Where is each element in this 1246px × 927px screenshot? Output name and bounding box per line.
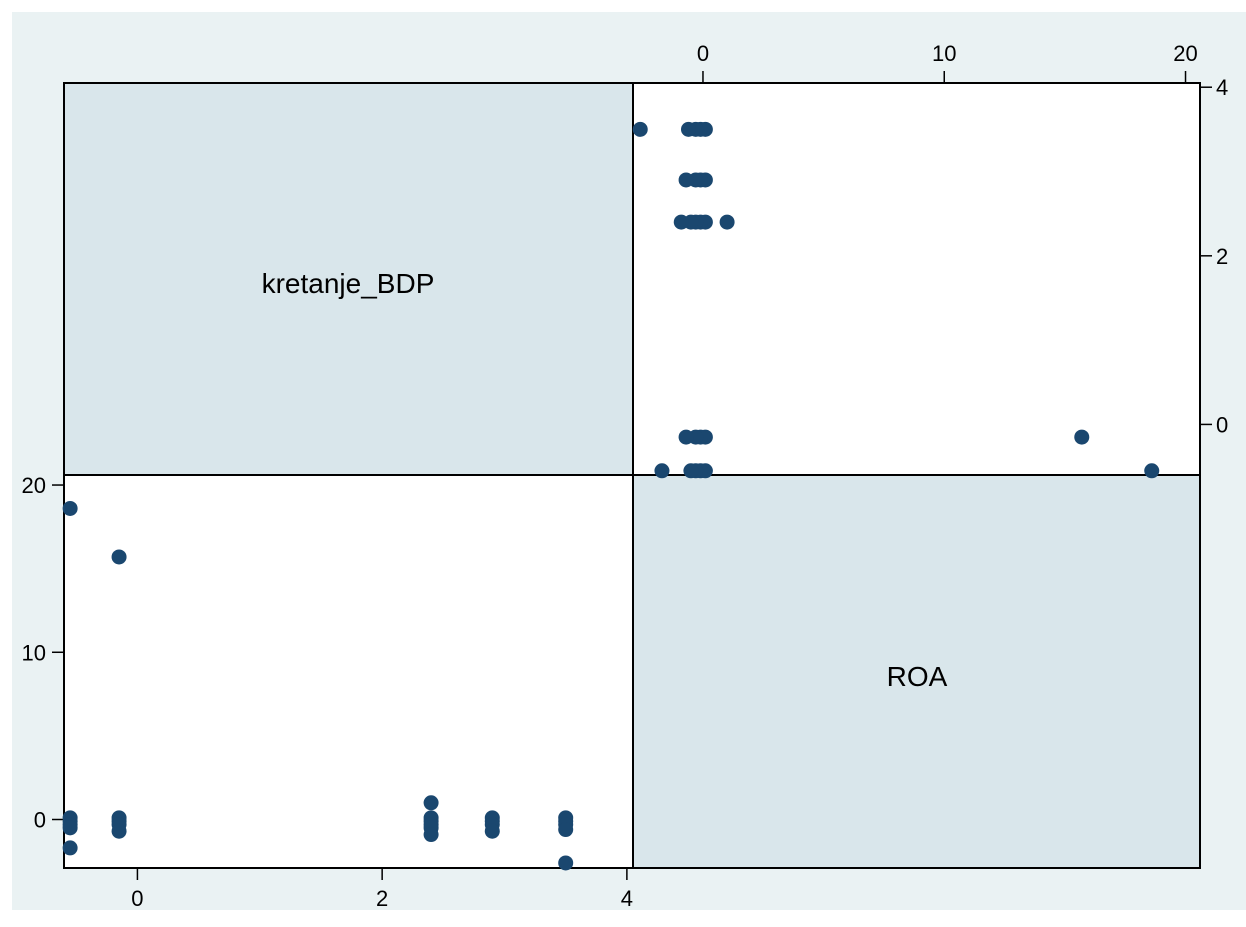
axis-ticks: 0 2 4 0 10 20 0 10 20 0 2 4 bbox=[22, 41, 1229, 911]
tick-label-top-0: 0 bbox=[697, 41, 709, 66]
scatter-point-upper-10 bbox=[678, 429, 694, 445]
diagonal-label-kretanje-bdp: kretanje_BDP bbox=[262, 268, 435, 299]
scatter-point-lower-6 bbox=[111, 549, 127, 565]
scatter-point-upper-16 bbox=[673, 214, 689, 230]
scatter-point-lower-20 bbox=[484, 823, 500, 839]
scatter-point-lower-16 bbox=[423, 827, 439, 843]
scatter-point-upper-20 bbox=[678, 172, 694, 188]
scatter-cell-roa-vs-kretanje-bdp bbox=[63, 474, 634, 869]
tick-label-left-0: 0 bbox=[34, 808, 46, 833]
diagonal-cell-roa bbox=[632, 474, 1201, 869]
tick-label-top-2: 20 bbox=[1173, 41, 1197, 66]
scatter-point-lower-10 bbox=[111, 823, 127, 839]
scatter-point-lower-4 bbox=[62, 820, 78, 836]
tick-label-bottom-2: 4 bbox=[621, 886, 633, 911]
data-points bbox=[62, 121, 1160, 871]
scatter-point-lower-24 bbox=[558, 822, 574, 838]
tick-label-left-1: 10 bbox=[22, 640, 46, 665]
scatter-point-lower-5 bbox=[62, 840, 78, 856]
diagonal-cell-kretanje-bdp bbox=[63, 82, 634, 476]
tick-label-right-1: 2 bbox=[1216, 244, 1228, 269]
diagonal-label-roa: ROA bbox=[887, 661, 948, 692]
tick-label-left-2: 20 bbox=[22, 473, 46, 498]
tick-label-bottom-1: 2 bbox=[376, 886, 388, 911]
scatter-point-upper-4 bbox=[683, 463, 699, 479]
scatter-point-upper-24 bbox=[680, 121, 696, 137]
scatter-cell-kretanje-bdp-vs-roa bbox=[632, 82, 1201, 476]
scatter-point-upper-11 bbox=[719, 214, 735, 230]
scatter-point-upper-25 bbox=[632, 121, 648, 137]
tick-label-right-0: 0 bbox=[1216, 412, 1228, 437]
scatter-point-upper-5 bbox=[654, 463, 670, 479]
scatter-point-lower-0 bbox=[62, 500, 78, 516]
tick-label-top-1: 10 bbox=[932, 41, 956, 66]
scatter-point-lower-25 bbox=[558, 855, 574, 871]
scatter-point-upper-6 bbox=[1074, 429, 1090, 445]
scatter-point-lower-11 bbox=[423, 795, 439, 811]
scatter-point-upper-0 bbox=[1144, 463, 1160, 479]
tick-label-bottom-0: 0 bbox=[131, 886, 143, 911]
tick-label-right-2: 4 bbox=[1216, 75, 1228, 100]
